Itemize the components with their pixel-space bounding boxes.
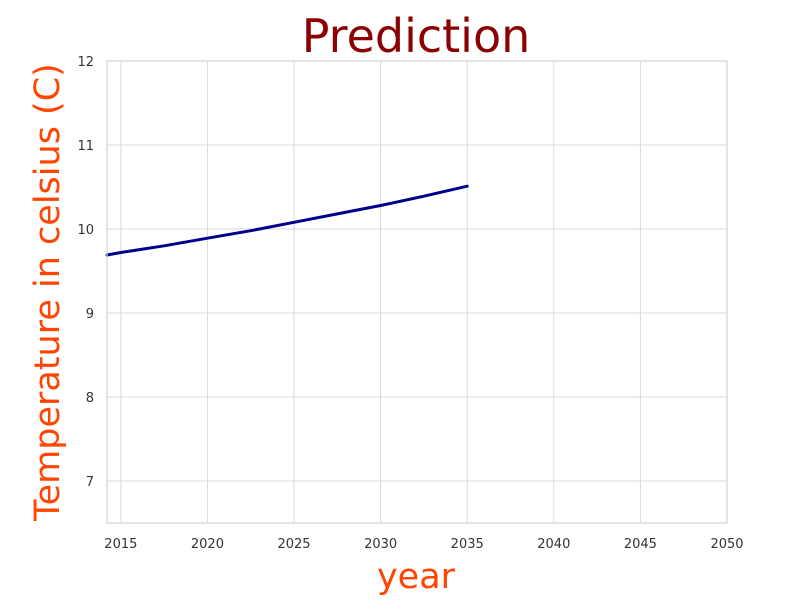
x-tick-label: 2030 (364, 537, 397, 552)
series-line (105, 184, 469, 257)
x-tick-label: 2020 (191, 537, 224, 552)
x-tick-label: 2040 (537, 537, 570, 552)
x-tick-label: 2015 (104, 537, 137, 552)
x-tick-label: 2035 (451, 537, 484, 552)
x-axis-label: year (377, 557, 456, 597)
y-tick-label: 11 (77, 139, 94, 154)
y-tick-label: 10 (77, 223, 94, 238)
y-tick-label: 9 (86, 307, 94, 322)
x-tick-label: 2050 (710, 537, 743, 552)
x-tick-label: 2025 (277, 537, 310, 552)
y-tick-label: 8 (86, 391, 94, 406)
plot-frame (106, 60, 728, 524)
y-tick-label: 12 (77, 55, 94, 70)
chart-title: Prediction (302, 9, 531, 63)
x-tick-labels: 2015 2020 2025 2030 2035 2040 2045 2050 (104, 537, 743, 552)
y-tick-labels: 7 8 9 10 11 12 (77, 55, 94, 490)
y-axis-label: Temperature in celsius (C) (28, 63, 68, 522)
x-tick-label: 2045 (624, 537, 657, 552)
grid (107, 60, 728, 523)
y-tick-label: 7 (86, 475, 94, 490)
